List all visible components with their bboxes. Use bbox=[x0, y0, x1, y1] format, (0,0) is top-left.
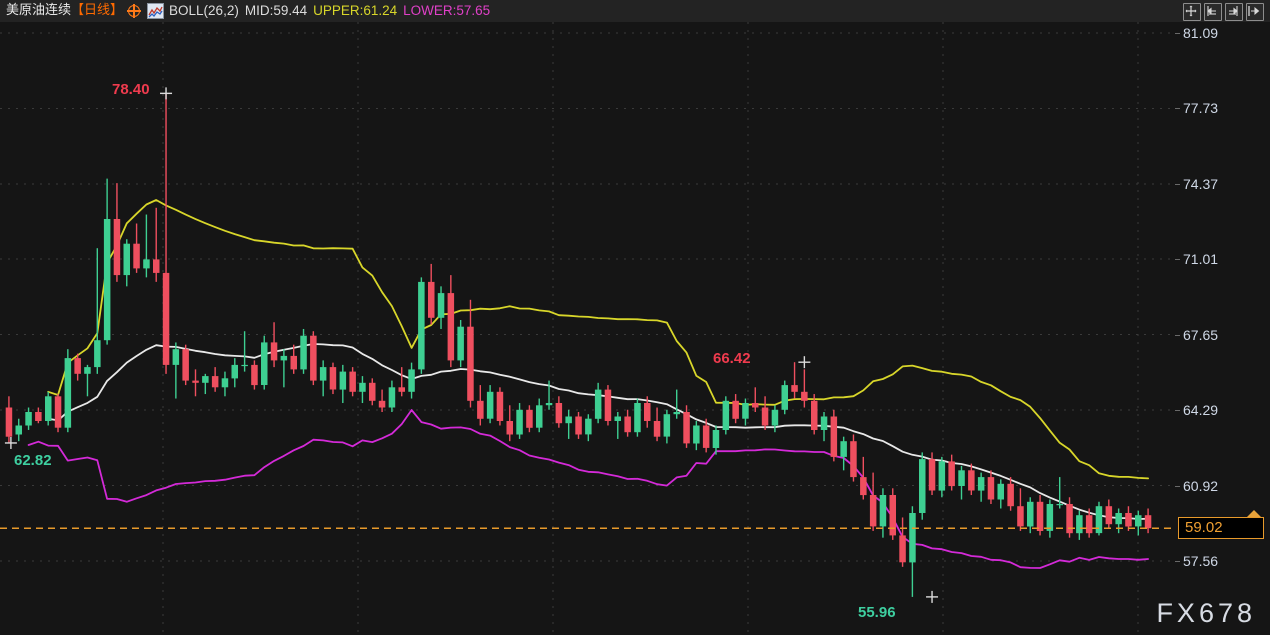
axis-tick bbox=[1175, 183, 1180, 185]
axis-tick bbox=[1175, 409, 1180, 411]
chart-plot-area[interactable]: 78.40 62.82 66.42 55.96 bbox=[0, 22, 1175, 635]
crosshair-circle-icon[interactable] bbox=[127, 4, 142, 18]
boll-upper-label: UPPER:61.24 bbox=[313, 3, 398, 18]
axis-tick-label: 77.73 bbox=[1183, 100, 1219, 117]
period-label: 【日线】 bbox=[71, 3, 124, 18]
low-annotation-62-82: 62.82 bbox=[14, 452, 52, 469]
range-left-tool-icon[interactable] bbox=[1204, 3, 1222, 21]
axis-tick bbox=[1175, 108, 1180, 110]
chart-header: 美原油连续 【日线】 BOLL(26,2) MID:59.44 UPPER:61… bbox=[0, 0, 1270, 22]
axis-tick bbox=[1175, 259, 1180, 261]
axis-tick-label: 81.09 bbox=[1183, 25, 1219, 41]
axis-tick bbox=[1175, 485, 1180, 487]
low-annotation-55-96: 55.96 bbox=[858, 604, 896, 621]
boll-mid-label: MID:59.44 bbox=[244, 3, 308, 18]
axis-tick bbox=[1175, 561, 1180, 562]
axis-tick-label: 74.37 bbox=[1183, 175, 1219, 192]
mini-chart-icon[interactable] bbox=[147, 3, 165, 19]
indicator-name: BOLL(26,2) bbox=[169, 3, 239, 18]
crosshair-tool-icon[interactable] bbox=[1183, 3, 1201, 21]
high-annotation-66-42: 66.42 bbox=[713, 350, 751, 367]
candlestick-canvas bbox=[0, 22, 1175, 635]
axis-tick-label: 57.56 bbox=[1183, 553, 1219, 569]
price-axis[interactable]: 81.09 77.73 74.37 71.01 67.65 64.29 60.92 57.56… bbox=[1175, 22, 1270, 635]
high-annotation-78-40: 78.40 bbox=[112, 81, 150, 98]
symbol-name: 美原油连续 bbox=[6, 3, 72, 18]
chart-toolbar bbox=[1183, 3, 1264, 21]
range-right-tool-icon[interactable] bbox=[1225, 3, 1243, 21]
axis-tick-label: 67.65 bbox=[1183, 326, 1219, 343]
axis-tick bbox=[1175, 33, 1180, 34]
axis-tick bbox=[1175, 334, 1180, 336]
axis-tick-label: 64.29 bbox=[1183, 401, 1219, 418]
axis-tick-label: 60.92 bbox=[1183, 477, 1219, 494]
current-price-arrow-icon bbox=[1247, 510, 1261, 518]
boll-lower-label: LOWER:57.65 bbox=[403, 3, 491, 18]
watermark-logo: FX678 bbox=[1156, 598, 1256, 628]
axis-tick-label: 71.01 bbox=[1183, 251, 1219, 268]
current-price-tag[interactable]: 59.02 bbox=[1178, 517, 1264, 540]
jump-latest-tool-icon[interactable] bbox=[1246, 3, 1264, 21]
